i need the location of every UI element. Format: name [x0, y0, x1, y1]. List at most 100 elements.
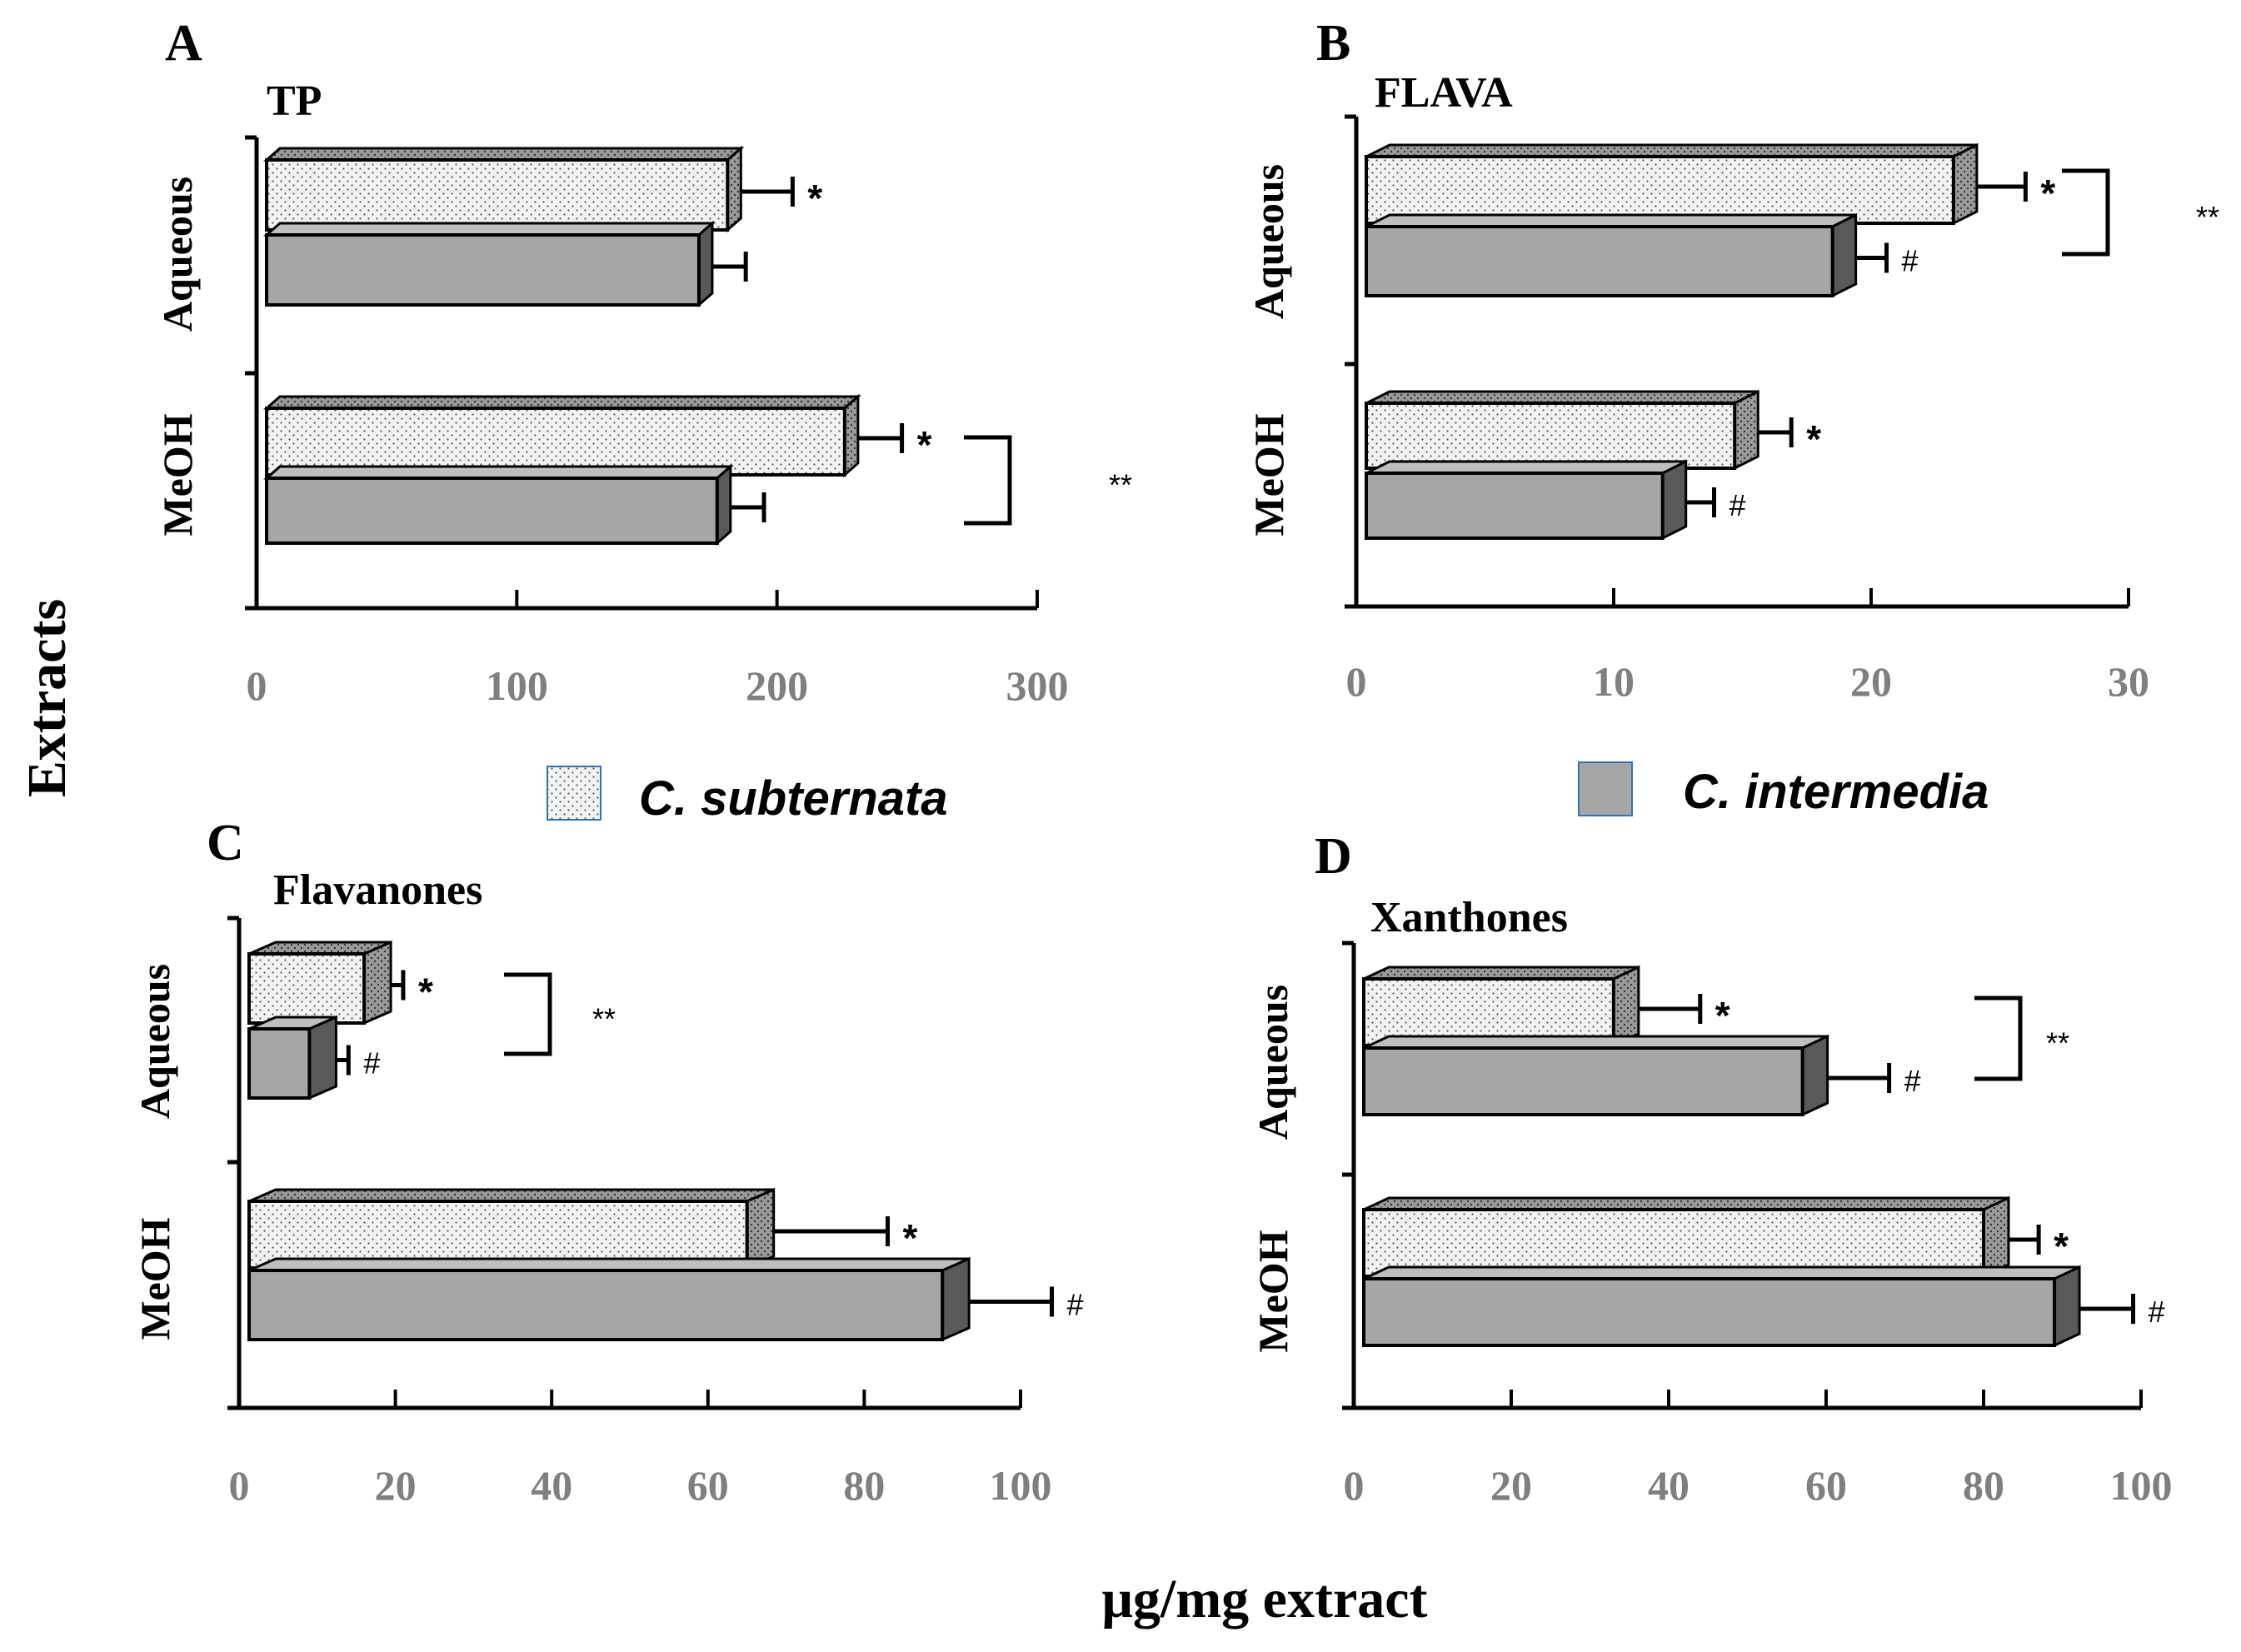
bar-top-face [1363, 1035, 1829, 1050]
panel-letter: D [1315, 828, 1352, 885]
bar-side-face [1612, 965, 1640, 1048]
significance-mark: * [917, 423, 932, 467]
bar-intermedia: # [1362, 1265, 2165, 1348]
bar-intermedia [263, 220, 748, 308]
significance-mark: # [1902, 244, 1919, 278]
bar-top-face [263, 222, 716, 237]
bar-front-face [265, 158, 730, 232]
bar-subternata: * [247, 1187, 918, 1270]
bar-intermedia [263, 463, 766, 547]
bar-front-face [265, 407, 846, 477]
x-tick-label: 0 [1346, 658, 1367, 705]
bar-side-face [1733, 389, 1759, 471]
bar-side-face [1831, 212, 1858, 298]
bar-front-face [1362, 977, 1615, 1047]
bar-front-face [265, 477, 719, 545]
bar-side-face [843, 393, 860, 478]
bar-front-face [1365, 472, 1665, 540]
x-tick-label: 0 [229, 1462, 250, 1509]
x-tick-label: 60 [1805, 1462, 1847, 1509]
legend-swatch-solid [1578, 761, 1633, 816]
bar-side-face [362, 940, 392, 1026]
panel-title: Flavanones [273, 866, 482, 914]
x-tick-label: 20 [1850, 658, 1892, 705]
bar-top-face [263, 465, 734, 480]
bar-front-face [247, 1027, 312, 1100]
bar-front-face [1362, 1277, 2057, 1347]
bar-subternata: * [1365, 142, 2055, 226]
x-tick-label: 20 [375, 1462, 417, 1509]
bar-front-face [247, 1200, 749, 1270]
category-label: Aqueous [1245, 164, 1292, 319]
bar-top-face [1365, 460, 1687, 475]
category-label: Aqueous [132, 964, 178, 1119]
bar-side-face [1661, 459, 1688, 541]
bar-side-face [307, 1015, 337, 1101]
x-tick-label: 60 [687, 1462, 729, 1509]
x-tick-label: 30 [2108, 658, 2149, 705]
x-tick-label: 0 [247, 662, 267, 709]
category-label: MeOH [1250, 1230, 1296, 1352]
bar-top-face [1365, 390, 1759, 405]
bar-front-face [247, 952, 367, 1025]
bar-top-face [1365, 213, 1857, 228]
bar-subternata: * [263, 145, 822, 233]
legend: C. subternata C. intermedia [547, 761, 1989, 826]
x-tick-label: 0 [1344, 1462, 1365, 1509]
bar-side-face [2053, 1265, 2081, 1348]
x-tick-label: 200 [746, 662, 808, 709]
significance-bracket-label: ** [1109, 468, 1132, 502]
significance-mark: # [1067, 1288, 1084, 1322]
bar-front-face [265, 233, 701, 307]
bar-side-face [697, 220, 714, 308]
bar-top-face [248, 1188, 775, 1203]
bar-intermedia: # [247, 1015, 380, 1101]
significance-bracket-label: ** [2046, 1026, 2069, 1061]
category-label: MeOH [132, 1217, 178, 1340]
panel-title: Xanthones [1370, 894, 1568, 941]
x-tick-label: 100 [990, 1462, 1052, 1509]
panel-title: TP [267, 77, 322, 125]
legend-label-intermedia: C. intermedia [1683, 765, 1989, 819]
category-label: Aqueous [1250, 985, 1296, 1140]
significance-mark: * [807, 177, 822, 220]
bar-top-face [248, 1257, 970, 1272]
significance-mark: * [2054, 1225, 2069, 1268]
category-label: MeOH [154, 413, 201, 536]
x-tick-label: 10 [1593, 658, 1635, 705]
x-axis-label: μg/mg extract [1101, 1569, 1427, 1630]
category-label: Aqueous [154, 177, 201, 332]
x-tick-label: 300 [1006, 662, 1069, 709]
significance-mark: * [418, 971, 433, 1014]
bar-intermedia: # [1365, 459, 1746, 541]
bar-side-face [941, 1256, 971, 1342]
x-tick-label: 80 [1963, 1462, 2004, 1509]
bar-subternata: * [1362, 965, 1730, 1048]
bar-front-face [1362, 1046, 1804, 1116]
significance-bracket [504, 972, 552, 1056]
y-axis-label: Extracts [17, 599, 77, 797]
category-label: MeOH [1245, 413, 1292, 536]
bar-top-face [1363, 1265, 2080, 1280]
bar-side-face [726, 145, 742, 233]
x-tick-label: 40 [531, 1462, 572, 1509]
bar-intermedia: # [1365, 212, 1919, 298]
bar-top-face [1363, 1196, 2009, 1211]
bar-side-face [716, 463, 732, 547]
panel-letter: A [165, 15, 202, 72]
bar-subternata: * [247, 940, 433, 1026]
panel-title: FLAVA [1375, 69, 1513, 117]
significance-bracket-label: ** [592, 1002, 616, 1036]
significance-bracket-label: ** [2196, 200, 2219, 234]
significance-bracket [1974, 996, 2023, 1081]
bar-side-face [1952, 142, 1979, 226]
significance-mark: # [2149, 1295, 2165, 1329]
bar-top-face [263, 147, 745, 162]
significance-mark: # [1729, 488, 1746, 522]
bar-front-face [1365, 155, 1955, 225]
